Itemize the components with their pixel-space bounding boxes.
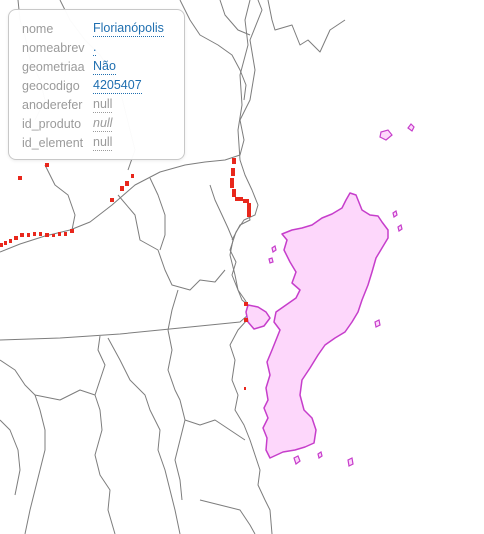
marker	[0, 243, 3, 247]
boundary-line	[167, 289, 179, 331]
attribute-key: id_produto	[22, 117, 82, 131]
attribute-key: nomeabrev	[22, 41, 85, 55]
boundary-line	[44, 164, 76, 231]
boundary-line	[0, 419, 21, 496]
boundary-line	[0, 359, 46, 534]
boundary-line	[34, 389, 116, 534]
attribute-key: anoderefer	[22, 98, 83, 112]
boundary-line	[94, 335, 106, 396]
marker	[244, 387, 246, 390]
marker	[20, 233, 24, 237]
island	[293, 455, 301, 465]
feature-info-popup: nome Florianópolis nomeabrev . geometria…	[8, 9, 185, 160]
attribute-value[interactable]: null	[93, 97, 113, 113]
boundary-line	[117, 194, 226, 291]
boundary-line	[267, 0, 346, 53]
boundary-line	[149, 177, 166, 251]
marker	[33, 232, 36, 236]
boundary-line	[107, 337, 181, 534]
island	[397, 224, 403, 232]
attribute-value[interactable]: Não	[93, 59, 116, 75]
marker	[52, 234, 55, 237]
attribute-key: id_element	[22, 136, 84, 150]
attribute-value[interactable]: Florianópolis	[93, 21, 164, 37]
attribute-value[interactable]: null	[93, 135, 113, 151]
island	[268, 257, 274, 264]
boundary-line	[0, 314, 249, 341]
marker	[243, 199, 249, 203]
marker	[18, 176, 22, 180]
attribute-key: geocodigo	[22, 79, 80, 93]
island	[379, 129, 393, 141]
boundary-line	[199, 499, 256, 534]
florianopolis-island[interactable]	[262, 192, 389, 459]
boundary-line	[167, 329, 246, 441]
attribute-row: geometriaa Não	[22, 58, 184, 77]
boundary-line	[209, 184, 249, 306]
boundary-line	[179, 0, 247, 101]
marker	[235, 197, 243, 201]
marker	[14, 236, 18, 240]
marker	[244, 318, 248, 322]
island	[271, 245, 277, 253]
attribute-value[interactable]: .	[93, 40, 97, 56]
islands	[268, 123, 415, 467]
marker	[230, 178, 234, 188]
island	[317, 451, 323, 459]
island	[347, 457, 354, 467]
island	[392, 210, 398, 218]
attribute-row: geocodigo 4205407	[22, 77, 184, 96]
marker	[45, 163, 49, 167]
red-boundary-markers	[0, 158, 251, 390]
attribute-row: nome Florianópolis	[22, 20, 184, 39]
marker	[125, 181, 129, 186]
marker	[231, 168, 235, 176]
attribute-row: id_produto null	[22, 115, 184, 134]
marker	[247, 203, 251, 217]
marker	[110, 198, 114, 202]
marker	[232, 158, 236, 164]
marker	[4, 241, 7, 245]
marker	[120, 186, 124, 191]
boundary-line	[219, 0, 251, 36]
mainland-coastline	[229, 0, 273, 534]
attribute-row: id_element null	[22, 134, 184, 153]
marker	[45, 233, 49, 237]
marker	[64, 232, 67, 236]
attribute-value[interactable]: 4205407	[93, 78, 142, 94]
boundary-line	[174, 419, 186, 501]
marker	[58, 232, 61, 236]
marker	[9, 239, 12, 243]
attribute-row: anoderefer null	[22, 96, 184, 115]
marker	[27, 233, 30, 237]
attribute-value[interactable]: null	[93, 116, 113, 132]
attribute-key: geometriaa	[22, 60, 85, 74]
attribute-row: nomeabrev .	[22, 39, 184, 58]
marker	[70, 229, 74, 233]
marker	[244, 302, 248, 306]
island	[407, 123, 415, 132]
marker	[39, 232, 42, 236]
marker	[232, 189, 236, 197]
island	[374, 319, 381, 328]
marker	[131, 174, 134, 178]
attribute-key: nome	[22, 22, 54, 36]
florianopolis-mainland-area[interactable]	[245, 304, 271, 330]
